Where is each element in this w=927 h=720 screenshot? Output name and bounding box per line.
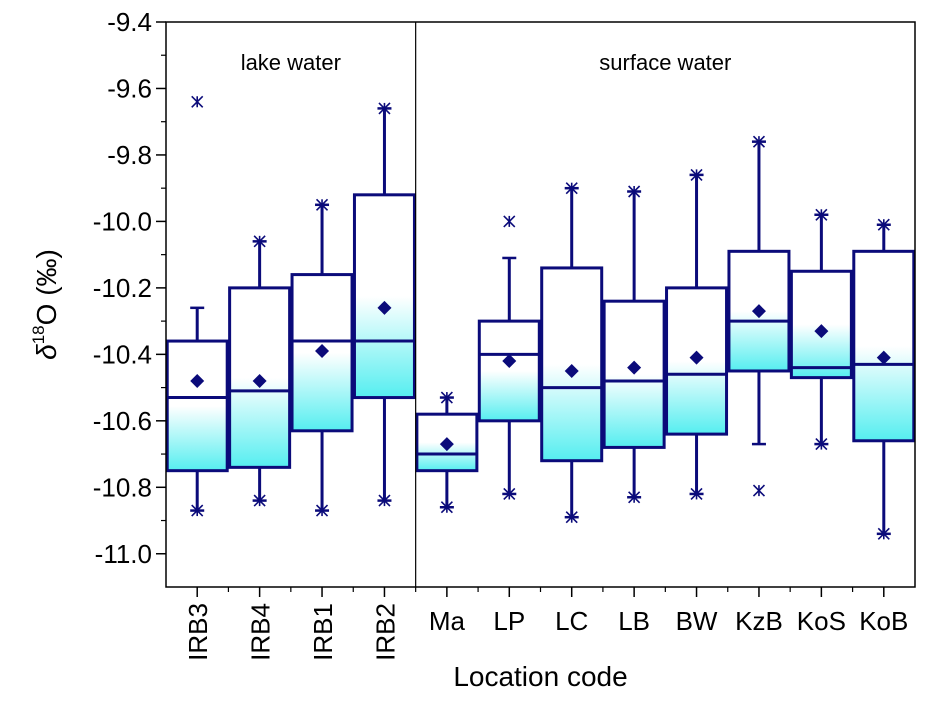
- mean-marker: [876, 350, 891, 365]
- box-BW: [665, 168, 729, 501]
- group-label-lake-water: lake water: [241, 50, 341, 75]
- x-tick-label: BW: [676, 606, 718, 636]
- outlier-marker: [253, 235, 266, 248]
- x-tick-label: IRB4: [246, 603, 276, 661]
- outlier-marker: [752, 484, 766, 497]
- outlier-marker: [191, 95, 204, 108]
- mean-marker: [689, 350, 704, 365]
- x-tick-label: IRB3: [183, 603, 213, 661]
- x-tick-label: Ma: [429, 606, 466, 636]
- x-tick-label: LB: [618, 606, 650, 636]
- outlier-marker: [815, 438, 828, 451]
- y-tick-label: -9.4: [107, 7, 152, 37]
- outlier-marker: [191, 504, 204, 517]
- y-tick-label: -9.6: [107, 73, 152, 103]
- y-tick-label: -9.8: [107, 140, 152, 170]
- x-tick-label: KoS: [797, 606, 846, 636]
- y-axis: -9.4 -9.6 -9.8 -10.0 -10.2 -10.4 -10.6 -10.8 -11…: [93, 7, 166, 569]
- outlier-marker: [440, 391, 453, 404]
- box-LP: [477, 215, 541, 501]
- x-tick-label: LC: [555, 606, 588, 636]
- outlier-marker: [378, 102, 391, 115]
- outlier-marker: [378, 494, 391, 507]
- box-iqr: [540, 266, 604, 463]
- y-tick-label: -10.8: [93, 472, 152, 502]
- outlier-marker: [877, 218, 890, 231]
- outlier-marker: [315, 198, 329, 211]
- box-iqr: [477, 319, 541, 423]
- y-tick-label: -10.4: [93, 339, 152, 369]
- mean-marker: [751, 304, 766, 319]
- box-KoB: [852, 218, 916, 540]
- outlier-marker: [628, 185, 641, 198]
- box-Ma: [415, 391, 479, 514]
- outlier-marker: [440, 501, 453, 514]
- box-IRB3: [165, 95, 229, 517]
- x-tick-label: KzB: [735, 606, 783, 636]
- y-axis-title-main: O (‰): [31, 249, 62, 325]
- outlier-marker: [752, 135, 766, 148]
- mean-marker: [627, 360, 642, 375]
- x-tick-label: IRB2: [370, 603, 400, 661]
- mean-marker: [439, 437, 454, 452]
- outlier-marker: [690, 168, 703, 181]
- group-label-surface-water: surface water: [599, 50, 731, 75]
- y-tick-label: -10.0: [93, 206, 152, 236]
- x-axis: IRB3 IRB4 IRB1 IRB2 Ma LP LC LB BW KzB KoS KoB: [183, 587, 908, 661]
- outlier-marker: [565, 182, 578, 195]
- mean-marker: [315, 344, 330, 359]
- box-IRB1: [290, 198, 354, 517]
- outlier-marker: [815, 208, 828, 221]
- box-KoS: [789, 208, 853, 451]
- y-axis-title-superscript: 18: [29, 325, 48, 344]
- y-tick-label: -11.0: [95, 539, 152, 569]
- outlier-marker: [503, 487, 516, 501]
- box-iqr: [165, 339, 229, 473]
- x-axis-title: Location code: [453, 661, 627, 692]
- y-tick-label: -10.6: [93, 406, 152, 436]
- mean-marker: [252, 373, 267, 388]
- y-axis-title-symbol: δ: [31, 344, 62, 360]
- box-IRB2: [352, 102, 416, 507]
- box-iqr: [352, 193, 416, 400]
- y-tick-label: -10.2: [93, 273, 152, 303]
- boxes-layer: [165, 95, 916, 540]
- box-IRB4: [228, 235, 292, 507]
- outlier-marker: [628, 491, 641, 504]
- outlier-marker: [315, 504, 329, 517]
- outlier-marker: [690, 487, 703, 501]
- box-iqr: [852, 249, 916, 443]
- mean-marker: [564, 363, 579, 378]
- box-LC: [540, 182, 604, 524]
- x-tick-label: IRB1: [308, 603, 338, 661]
- mean-marker: [190, 373, 205, 388]
- outlier-marker: [565, 511, 578, 524]
- mean-marker: [377, 300, 392, 315]
- mean-marker: [814, 324, 829, 339]
- y-axis-title: δ18O (‰): [29, 249, 62, 360]
- x-tick-label: KoB: [859, 606, 908, 636]
- outlier-marker: [877, 527, 890, 540]
- outlier-marker: [503, 215, 516, 228]
- x-tick-label: LP: [493, 606, 525, 636]
- mean-marker: [502, 354, 517, 368]
- box-KzB: [727, 135, 791, 497]
- outlier-marker: [253, 494, 266, 507]
- box-LB: [602, 185, 666, 504]
